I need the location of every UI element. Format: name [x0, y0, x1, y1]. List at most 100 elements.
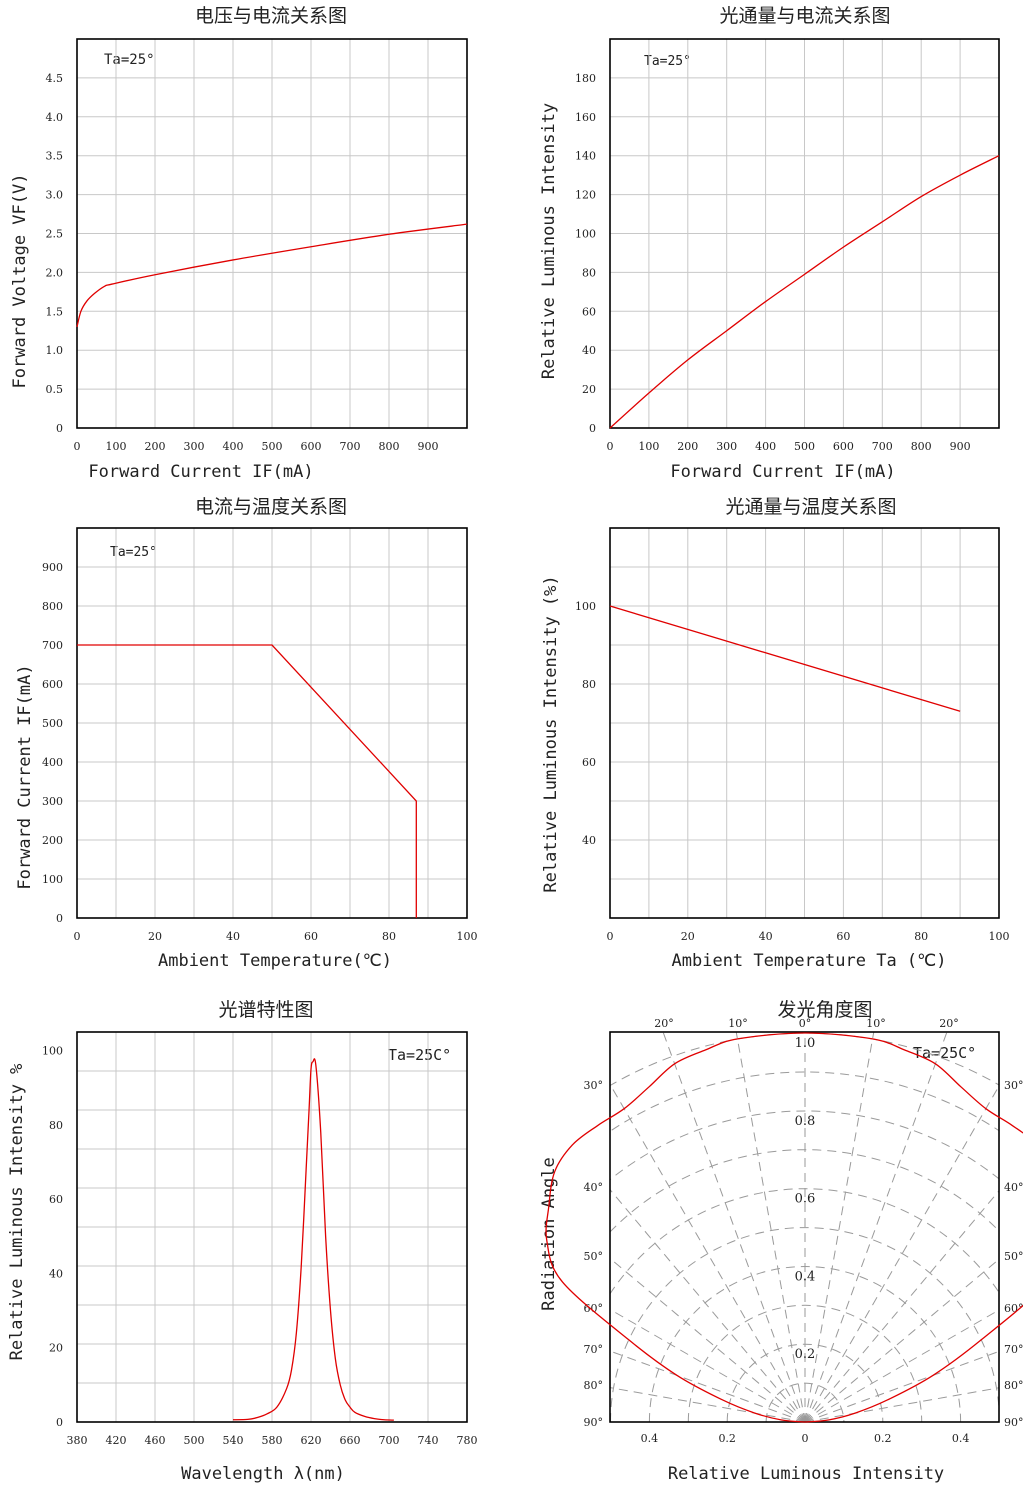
series-line: [77, 644, 417, 918]
y-tick-label: 160: [575, 111, 596, 124]
angle-spoke: [610, 1083, 806, 1422]
y-tick-label: 0.5: [46, 383, 64, 396]
y-tick-label: 0: [589, 422, 596, 435]
x-tick-label: 500: [262, 440, 283, 453]
series-line: [609, 605, 961, 712]
y-tick-label: 0: [56, 422, 63, 435]
x-tick-label: 600: [301, 440, 322, 453]
y-tick-label: 700: [42, 639, 63, 652]
x-tick-label: 800: [911, 440, 932, 453]
x-tick-label: 400: [223, 440, 244, 453]
y-tick-label: 80: [582, 266, 596, 279]
x-tick-label: 200: [677, 440, 698, 453]
intensity-circle: [687, 1304, 923, 1422]
angle-label: 40°: [1004, 1181, 1023, 1194]
x-tick-label: 540: [223, 1434, 244, 1447]
y-axis-label: Radiation Angle: [539, 1157, 559, 1311]
y-tick-label: 60: [49, 1193, 63, 1206]
y-axis-label: Forward Voltage VF(V): [10, 174, 30, 389]
x-tick-label: 300: [184, 440, 205, 453]
flux-temperature-chart: 光通量与温度关系图 Ambient Temperature Ta (℃) Rel…: [541, 496, 1010, 971]
angle-spoke: [662, 1032, 806, 1422]
radial-label: 0.8: [795, 1114, 816, 1129]
x-tick-label: 460: [145, 1434, 166, 1447]
angle-label: 30°: [584, 1079, 604, 1092]
y-tick-label: 800: [42, 600, 63, 613]
y-tick-label: 20: [49, 1342, 63, 1355]
x-tick-label: 200: [145, 440, 166, 453]
y-tick-label: 100: [42, 1045, 63, 1058]
angle-spoke: [610, 1188, 806, 1422]
angle-spoke: [804, 1032, 948, 1422]
angle-label: 60°: [1004, 1302, 1023, 1315]
x-tick-label: 600: [833, 440, 854, 453]
y-tick-label: 4.5: [46, 72, 64, 85]
x-tick-label: 60: [836, 930, 850, 943]
y-tick-label: 2.0: [46, 266, 64, 279]
temperature-annotation: Ta=25C°: [913, 1044, 976, 1062]
chart-title: 光通量与电流关系图: [719, 5, 890, 27]
x-tick-label: 0: [802, 1432, 809, 1445]
angle-label: 10°: [866, 1017, 886, 1030]
radiation-angle-chart: 发光角度图 Relative Luminous Intensity Radiat…: [539, 999, 1023, 1484]
angle-spoke: [804, 1190, 999, 1422]
angle-spoke: [804, 1350, 999, 1422]
y-axis-label: Forward Current IF(mA): [15, 664, 35, 889]
intensity-circle: [610, 1188, 999, 1295]
radiation-pattern-line: [545, 1032, 1023, 1423]
angle-label: 90°: [584, 1416, 604, 1429]
y-tick-label: 200: [42, 834, 63, 847]
y-tick-label: 3.0: [46, 189, 64, 202]
angle-spoke: [610, 1350, 806, 1422]
y-axis-label: Relative Luminous Intensity: [539, 103, 559, 379]
x-tick-label: 0: [74, 440, 81, 453]
intensity-circle: [610, 1110, 999, 1181]
radial-label: 0.4: [795, 1269, 816, 1284]
y-tick-label: 0: [56, 912, 63, 925]
x-tick-label: 0: [607, 440, 614, 453]
x-axis-label: Ambient Temperature(℃): [158, 951, 392, 971]
radial-label: 0.2: [795, 1347, 816, 1362]
x-tick-label: 900: [418, 440, 439, 453]
y-tick-label: 40: [582, 344, 596, 357]
y-tick-label: 500: [42, 717, 63, 730]
plot-frame: [76, 38, 468, 429]
y-tick-label: 100: [42, 873, 63, 886]
x-tick-label: 780: [457, 1434, 478, 1447]
x-tick-label: 620: [301, 1434, 322, 1447]
chart-title: 光通量与温度关系图: [725, 496, 896, 518]
x-tick-label: 100: [989, 930, 1010, 943]
y-axis-label: Relative Luminous Intensity %: [7, 1064, 27, 1361]
angle-spoke: [804, 1258, 999, 1422]
angle-label: 80°: [584, 1379, 604, 1392]
x-tick-label: 700: [379, 1434, 400, 1447]
plot-frame: [76, 527, 468, 919]
x-tick-label: 500: [794, 440, 815, 453]
y-axis-label: Relative Luminous Intensity (%): [541, 575, 561, 892]
flux-current-chart: 光通量与电流关系图 Forward Current IF(mA) Relativ…: [539, 5, 1000, 482]
grid-lines: [77, 1032, 467, 1422]
radial-label: 0.6: [795, 1192, 816, 1207]
x-tick-label: 300: [716, 440, 737, 453]
grid-lines: [610, 528, 999, 918]
x-axis-label: Wavelength λ(nm): [181, 1464, 345, 1484]
chart-title: 电压与电流关系图: [195, 5, 347, 27]
grid-lines: [77, 39, 467, 428]
angle-spoke: [804, 1084, 999, 1422]
x-tick-label: 900: [950, 440, 971, 453]
temperature-annotation: Ta=25°: [110, 545, 157, 560]
y-tick-label: 100: [575, 600, 596, 613]
y-tick-label: 4.0: [46, 111, 64, 124]
y-tick-label: 1.5: [46, 305, 64, 318]
x-tick-label: 100: [106, 440, 127, 453]
spectrum-chart: 光谱特性图 Wavelength λ(nm) Relative Luminous…: [7, 999, 478, 1484]
y-tick-label: 20: [582, 383, 596, 396]
angle-label: 50°: [584, 1250, 604, 1263]
x-tick-label: 800: [379, 440, 400, 453]
voltage-current-chart: 电压与电流关系图 Forward Current IF(mA) Forward …: [10, 5, 468, 482]
x-tick-label: 700: [872, 440, 893, 453]
x-axis-label: Relative Luminous Intensity: [668, 1464, 944, 1484]
angle-label: 70°: [584, 1343, 604, 1356]
y-tick-label: 100: [575, 228, 596, 241]
